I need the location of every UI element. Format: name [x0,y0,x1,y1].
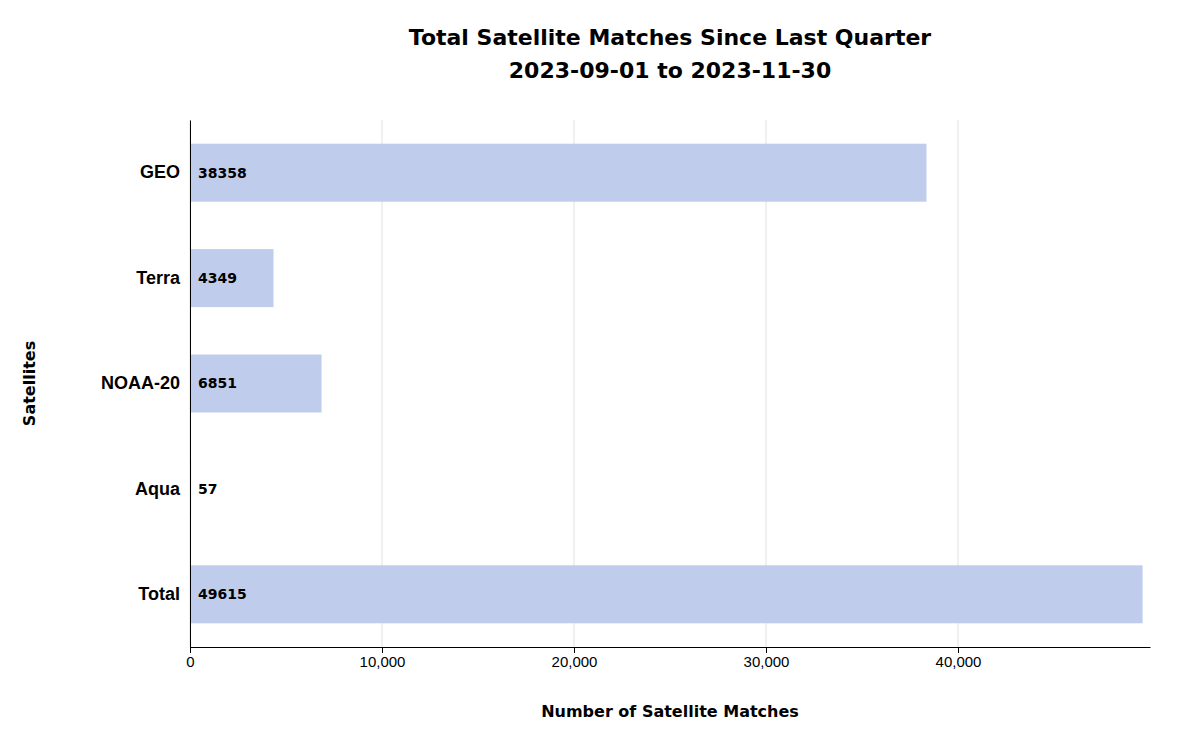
y-tick: NOAA-20 [101,373,180,393]
y-tick-label: NOAA-20 [101,373,180,393]
data-label: 38358 [198,165,247,181]
x-axis-title: Number of Satellite Matches [541,702,799,721]
data-labels: 38358 4349 6851 57 49615 [198,165,247,603]
data-label: 4349 [198,270,237,286]
plot: 0 10,000 20,000 30,000 40,000 GEO Terra NOAA-20… [101,120,1151,670]
bar [190,144,926,202]
x-tick-label: 30,000 [744,653,790,670]
x-axis: 0 10,000 20,000 30,000 40,000 [186,647,1150,670]
y-axis-line [190,121,191,648]
x-tick: 30,000 [744,647,790,670]
x-tick: 20,000 [552,647,598,670]
data-label: 57 [198,481,217,497]
chart: 0 10,000 20,000 30,000 40,000 GEO Terra NOAA-20… [0,0,1200,742]
x-axis-line [191,647,1151,648]
x-tick: 10,000 [360,647,406,670]
y-tick-label: Terra [136,268,181,288]
x-tick: 0 [186,647,194,670]
y-tick: GEO [140,162,180,182]
y-axis-title: Satellites [20,341,39,426]
y-tick-label: GEO [140,162,180,182]
subtitle: 2023-09-01 to 2023-11-30 [509,58,831,83]
data-label: 6851 [198,375,237,391]
x-tick-label: 40,000 [936,653,982,670]
y-tick-label: Aqua [135,479,181,499]
data-label: 49615 [198,586,247,602]
y-tick: Aqua [135,479,181,499]
y-axis: GEO Terra NOAA-20 Aqua Total [101,121,191,648]
bar [190,249,274,307]
x-tick-label: 0 [186,653,194,670]
y-tick-label: Total [138,584,180,604]
x-tick-label: 20,000 [552,653,598,670]
title: Total Satellite Matches Since Last Quart… [409,25,932,50]
grid-line [190,120,191,647]
y-tick: Total [138,584,180,604]
y-tick: Terra [136,268,181,288]
bar [190,355,322,413]
bars [190,144,1143,624]
x-tick-label: 10,000 [360,653,406,670]
x-tick: 40,000 [936,647,982,670]
bar [190,565,1143,623]
